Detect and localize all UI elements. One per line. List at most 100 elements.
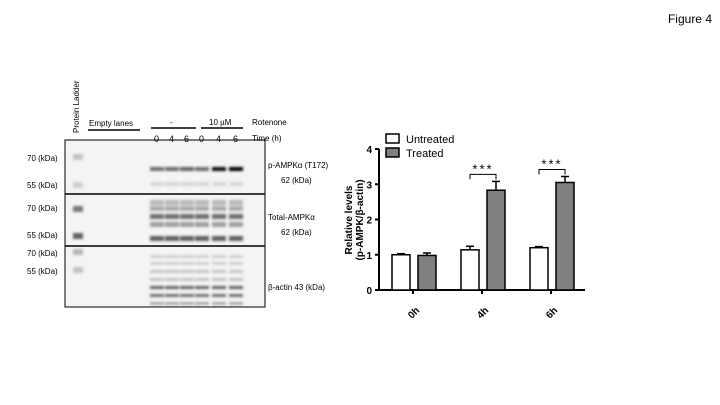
panel-label-actin: β-actin 43 (kDa) — [268, 283, 326, 292]
band-actin — [150, 302, 164, 305]
band-actin — [165, 262, 179, 265]
band-actin — [212, 278, 226, 281]
band-pampk — [150, 167, 164, 171]
band-actin — [180, 286, 194, 289]
band-total-ampk — [229, 206, 243, 211]
band-actin — [212, 286, 226, 289]
ladder-band — [73, 154, 83, 160]
significance-label: *** — [541, 156, 562, 171]
significance-label: *** — [472, 161, 493, 176]
band-actin — [180, 255, 194, 258]
band-actin — [180, 262, 194, 265]
band-pampk — [180, 167, 194, 171]
band — [195, 182, 209, 186]
band-total-ampk — [180, 214, 194, 219]
band-actin — [229, 255, 243, 258]
y-axis-label: Relative levels(p-AMPK/β-actin) — [344, 179, 366, 260]
band — [165, 182, 179, 186]
band-actin — [165, 286, 179, 289]
time-point-label: 0 — [154, 134, 160, 144]
band-actin — [212, 302, 226, 305]
group-label-10uM: 10 µM — [209, 118, 232, 127]
band-actin — [195, 270, 209, 273]
bar-untreated-0h — [391, 254, 411, 291]
band-actin — [229, 294, 243, 297]
y-axis-label-line: Relative levels — [344, 185, 355, 254]
panel-label-total-ampk: Total-AMPKα — [268, 213, 315, 222]
panel-size-total-ampk: 62 (kDa) — [281, 228, 312, 237]
band-actin — [150, 286, 164, 289]
mw-marker-label: 55 (kDa) — [27, 181, 58, 190]
band-total-ampk — [229, 236, 243, 241]
bar-untreated-6h — [529, 246, 549, 291]
band-total-ampk — [212, 206, 226, 211]
band-total-ampk — [165, 214, 179, 219]
panel-label-pampk: p-AMPKα (T172) — [268, 161, 329, 170]
time-point-label: 0 — [199, 134, 205, 144]
band-total-ampk — [229, 200, 243, 205]
band-actin — [180, 278, 194, 281]
band — [150, 182, 164, 186]
band-actin — [150, 255, 164, 258]
band-pampk — [165, 167, 179, 171]
significance-bracket — [538, 168, 566, 175]
ladder-band — [73, 182, 83, 188]
band — [180, 182, 194, 186]
band-total-ampk — [165, 200, 179, 205]
band-actin — [165, 294, 179, 297]
band-pampk — [212, 167, 226, 171]
mw-marker-label: 70 (kDa) — [27, 249, 58, 258]
bar-treated-4h — [486, 189, 506, 291]
time-point-label: 4 — [216, 134, 222, 144]
band-actin — [165, 270, 179, 273]
band-actin — [165, 278, 179, 281]
y-tick-label: 0 — [366, 286, 372, 297]
band-actin — [229, 286, 243, 289]
band-actin — [212, 262, 226, 265]
band-total-ampk — [180, 206, 194, 211]
ladder-band — [73, 249, 83, 255]
rotenone-label: Rotenone — [252, 118, 287, 127]
legend-swatch-treated — [385, 147, 400, 158]
band-total-ampk — [195, 206, 209, 211]
band-actin — [229, 270, 243, 273]
mw-marker-label: 70 (kDa) — [27, 154, 58, 163]
band-actin — [195, 262, 209, 265]
mw-marker-label: 55 (kDa) — [27, 231, 58, 240]
band-actin — [150, 294, 164, 297]
band-actin — [180, 302, 194, 305]
ladder-band — [73, 206, 83, 212]
band-pampk — [229, 167, 243, 171]
band-total-ampk — [212, 236, 226, 241]
band-total-ampk — [150, 222, 164, 227]
y-axis-label-line: (p-AMPK/β-actin) — [355, 179, 366, 260]
band-actin — [229, 278, 243, 281]
x-tick-label: 6h — [544, 305, 560, 321]
band-total-ampk — [212, 214, 226, 219]
band-actin — [165, 302, 179, 305]
band-total-ampk — [212, 222, 226, 227]
band-total-ampk — [180, 200, 194, 205]
band-actin — [195, 302, 209, 305]
band-total-ampk — [212, 200, 226, 205]
band-actin — [150, 270, 164, 273]
mw-marker-label: 70 (kDa) — [27, 204, 58, 213]
y-tick-label: 1 — [366, 251, 372, 262]
band-actin — [195, 255, 209, 258]
time-label: Time (h) — [252, 134, 282, 143]
y-tick-label: 4 — [366, 145, 372, 156]
band-pampk — [195, 167, 209, 171]
empty-lanes-label: Empty lanes — [89, 119, 134, 128]
group-label-untreated: - — [170, 118, 173, 127]
band-actin — [150, 278, 164, 281]
y-tick-label: 2 — [366, 216, 372, 227]
ladder-band — [73, 233, 83, 239]
x-tick-label: 0h — [406, 305, 422, 321]
band-total-ampk — [195, 214, 209, 219]
band-total-ampk — [195, 200, 209, 205]
band-total-ampk — [195, 236, 209, 241]
band-actin — [229, 302, 243, 305]
x-tick-label: 4h — [475, 305, 491, 321]
